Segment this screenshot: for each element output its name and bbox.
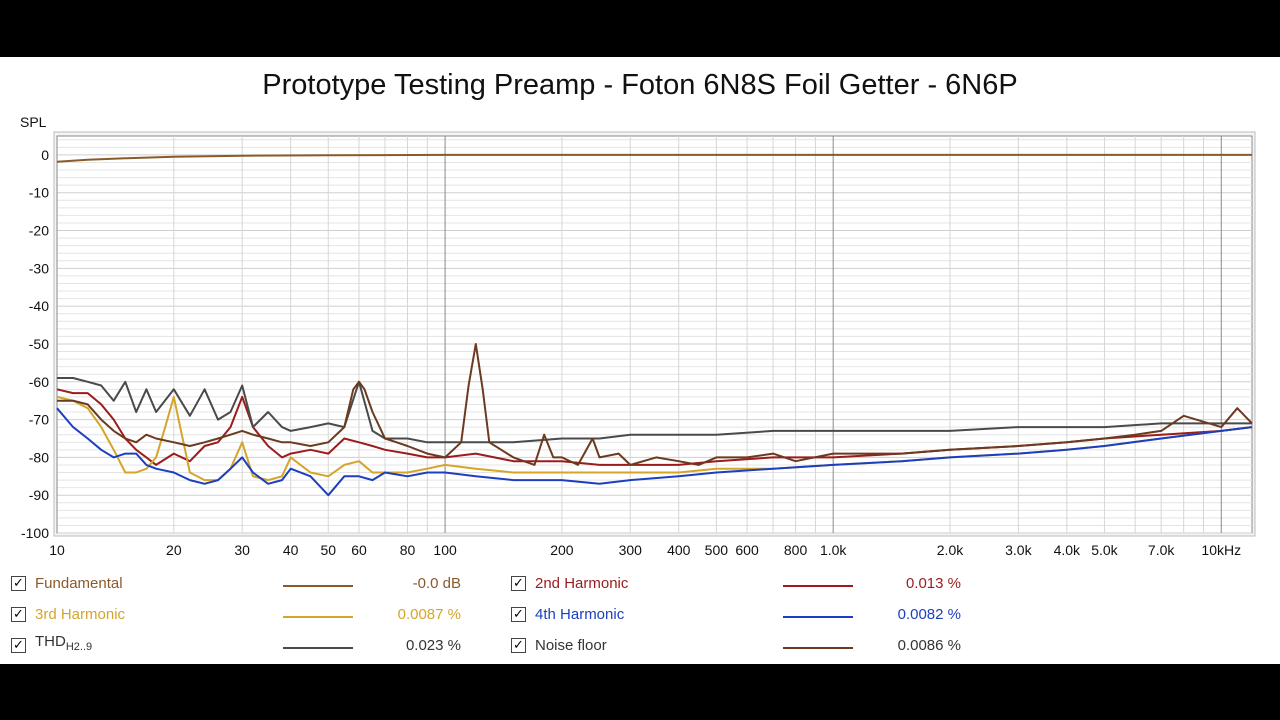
legend-item-thd[interactable]: ✓ THDH2..9 0.023 % <box>0 633 640 661</box>
x-tick-label: 3.0k <box>1005 542 1032 558</box>
y-tick-label: 0 <box>41 147 49 163</box>
legend-checkbox-noise-floor[interactable]: ✓ <box>511 638 526 653</box>
x-tick-label: 300 <box>619 542 643 558</box>
x-tick-label: 7.0k <box>1148 542 1175 558</box>
legend-line-2nd-harmonic <box>783 585 853 587</box>
x-tick-label: 30 <box>234 542 250 558</box>
legend-label-fundamental: Fundamental <box>35 575 123 592</box>
legend-line-thd <box>283 647 353 649</box>
legend-value-3rd-harmonic: 0.0087 % <box>397 606 461 623</box>
legend-checkbox-3rd-harmonic[interactable]: ✓ <box>11 607 26 622</box>
legend-value-2nd-harmonic: 0.013 % <box>905 575 961 592</box>
chart-window: Prototype Testing Preamp - Foton 6N8S Fo… <box>0 57 1280 664</box>
x-tick-label: 5.0k <box>1091 542 1118 558</box>
y-tick-label: -100 <box>21 525 49 541</box>
series-line-noise-floor <box>57 343 1253 466</box>
legend-label-thd: THDH2..9 <box>35 633 92 653</box>
legend-value-thd: 0.023 % <box>405 637 461 654</box>
y-tick-label: -50 <box>29 336 49 352</box>
y-tick-label: -40 <box>29 298 49 314</box>
legend-line-noise-floor <box>783 647 853 649</box>
legend-label-3rd-harmonic: 3rd Harmonic <box>35 606 126 623</box>
legend-value-fundamental: -0.0 dB <box>412 575 461 592</box>
x-tick-label: 800 <box>784 542 808 558</box>
legend-value-noise-floor: 0.0086 % <box>897 637 961 654</box>
x-tick-label: 100 <box>433 542 457 558</box>
legend-label-4th-harmonic: 4th Harmonic <box>535 606 625 623</box>
x-tick-label: 4.0k <box>1054 542 1081 558</box>
y-tick-label: -10 <box>29 185 49 201</box>
series-line-fundamental <box>56 153 1252 163</box>
legend-line-fundamental <box>283 585 353 587</box>
legend-line-4th-harmonic <box>783 616 853 618</box>
plot-background <box>56 135 1253 534</box>
legend-item-fundamental[interactable]: ✓ Fundamental -0.0 dB <box>0 573 640 599</box>
x-tick-label: 10kHz <box>1201 542 1241 558</box>
legend: ✓ Fundamental -0.0 dB ✓ 2nd Harmonic 0.0… <box>0 567 1280 662</box>
y-tick-label: -60 <box>29 374 49 390</box>
chart-title: Prototype Testing Preamp - Foton 6N8S Fo… <box>262 69 1018 101</box>
y-axis-label: SPL <box>20 114 47 130</box>
legend-item-2nd-harmonic[interactable]: ✓ 2nd Harmonic 0.013 % <box>500 573 1000 599</box>
legend-checkbox-4th-harmonic[interactable]: ✓ <box>511 607 526 622</box>
legend-label-noise-floor: Noise floor <box>535 637 607 654</box>
y-tick-label: -80 <box>29 449 49 465</box>
legend-item-3rd-harmonic[interactable]: ✓ 3rd Harmonic 0.0087 % <box>0 604 640 630</box>
x-tick-label: 20 <box>166 542 182 558</box>
legend-value-4th-harmonic: 0.0082 % <box>897 606 961 623</box>
y-tick-label: -30 <box>29 260 49 276</box>
legend-item-noise-floor[interactable]: ✓ Noise floor 0.0086 % <box>500 635 1000 661</box>
x-tick-label: 50 <box>320 542 336 558</box>
legend-checkbox-thd[interactable]: ✓ <box>11 638 26 653</box>
series-line-2nd-harmonic <box>56 388 1253 466</box>
legend-checkbox-fundamental[interactable]: ✓ <box>11 576 26 591</box>
x-tick-label: 60 <box>351 542 367 558</box>
x-tick-label: 1.0k <box>820 542 847 558</box>
x-tick-label: 200 <box>550 542 574 558</box>
legend-line-3rd-harmonic <box>283 616 353 618</box>
series-line-4th-harmonic <box>56 407 1253 497</box>
legend-item-4th-harmonic[interactable]: ✓ 4th Harmonic 0.0082 % <box>500 604 1000 630</box>
legend-checkbox-2nd-harmonic[interactable]: ✓ <box>511 576 526 591</box>
x-tick-label: 500 <box>705 542 729 558</box>
x-tick-label: 10 <box>49 542 65 558</box>
x-tick-label: 40 <box>283 542 299 558</box>
x-tick-label: 600 <box>735 542 759 558</box>
thd-label-subscript: H2..9 <box>65 641 93 653</box>
y-tick-label: -70 <box>29 412 49 428</box>
y-tick-label: -20 <box>29 223 49 239</box>
x-tick-label: 400 <box>667 542 691 558</box>
x-tick-label: 2.0k <box>937 542 964 558</box>
legend-label-2nd-harmonic: 2nd Harmonic <box>535 575 629 592</box>
x-tick-label: 80 <box>400 542 416 558</box>
thd-label-text: THD <box>35 633 66 650</box>
y-tick-label: -90 <box>29 487 49 503</box>
